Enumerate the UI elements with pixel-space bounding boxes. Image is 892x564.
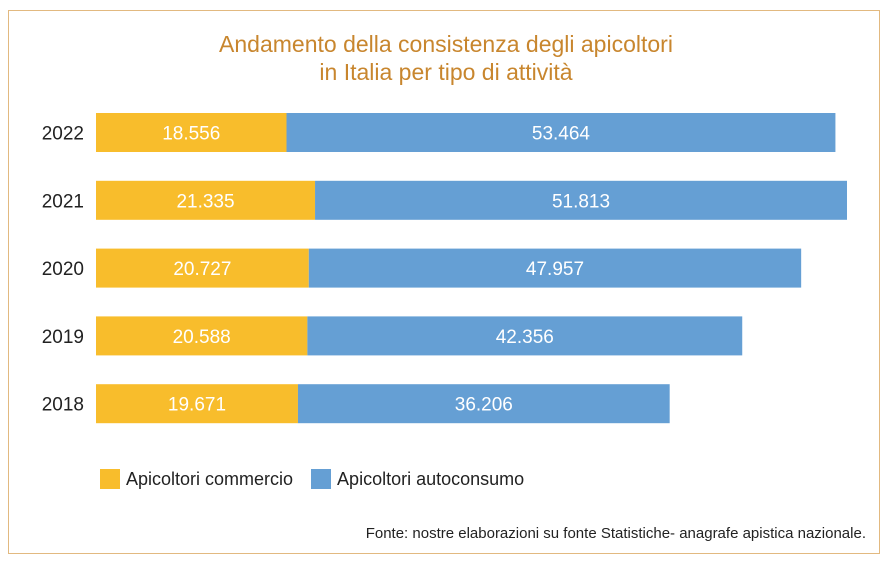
bar-autoconsumo-2021 — [315, 180, 848, 220]
bar-autoconsumo-2020 — [308, 248, 802, 288]
legend-label-commercio: Apicoltori commercio — [126, 468, 294, 489]
data-label-autoconsumo-2020: 47.957 — [526, 259, 584, 280]
category-label-2018: 2018 — [42, 395, 84, 416]
bar-autoconsumo-2022 — [286, 113, 836, 152]
data-label-autoconsumo-2021: 51.813 — [552, 191, 610, 212]
data-label-commercio-2019: 20.588 — [173, 327, 231, 348]
bar-commercio-2021 — [96, 180, 316, 220]
data-label-commercio-2022: 18.556 — [162, 124, 220, 145]
chart-title-line-1: Andamento della consistenza degli apicol… — [219, 31, 673, 57]
legend-swatch-commercio — [100, 469, 120, 489]
bar-commercio-2020 — [96, 248, 309, 288]
data-label-commercio-2020: 20.727 — [173, 259, 231, 280]
legend-swatch-autoconsumo — [311, 469, 332, 489]
bar-autoconsumo-2019 — [307, 316, 743, 356]
legend-item-commercio: Apicoltori commercio — [100, 469, 293, 490]
data-label-autoconsumo-2019: 42.356 — [496, 327, 554, 348]
category-label-2022: 2022 — [42, 124, 84, 145]
bar-autoconsumo-2018 — [297, 384, 670, 424]
chart-legend: Apicoltori commercio Apicoltori autocons… — [100, 466, 542, 492]
data-label-commercio-2018: 19.671 — [168, 395, 226, 416]
bar-commercio-2022 — [96, 113, 287, 152]
data-label-commercio-2021: 21.335 — [176, 191, 234, 212]
data-label-autoconsumo-2018: 36.206 — [455, 395, 513, 416]
legend-item-autoconsumo: Apicoltori autoconsumo — [311, 469, 524, 490]
data-label-autoconsumo-2022: 53.464 — [532, 124, 591, 145]
bar-commercio-2018 — [96, 384, 298, 424]
category-label-2020: 2020 — [42, 259, 84, 280]
bar-commercio-2019 — [96, 316, 308, 356]
chart-title-line-2: in Italia per tipo di attività — [319, 59, 573, 85]
category-label-2019: 2019 — [42, 327, 84, 348]
legend-label-autoconsumo: Apicoltori autoconsumo — [337, 468, 525, 489]
source-note: Fonte: nostre elaborazioni su fonte Stat… — [365, 525, 866, 542]
chart-title: Andamento della consistenza degli apicol… — [8, 30, 884, 86]
category-label-2021: 2021 — [42, 191, 84, 212]
